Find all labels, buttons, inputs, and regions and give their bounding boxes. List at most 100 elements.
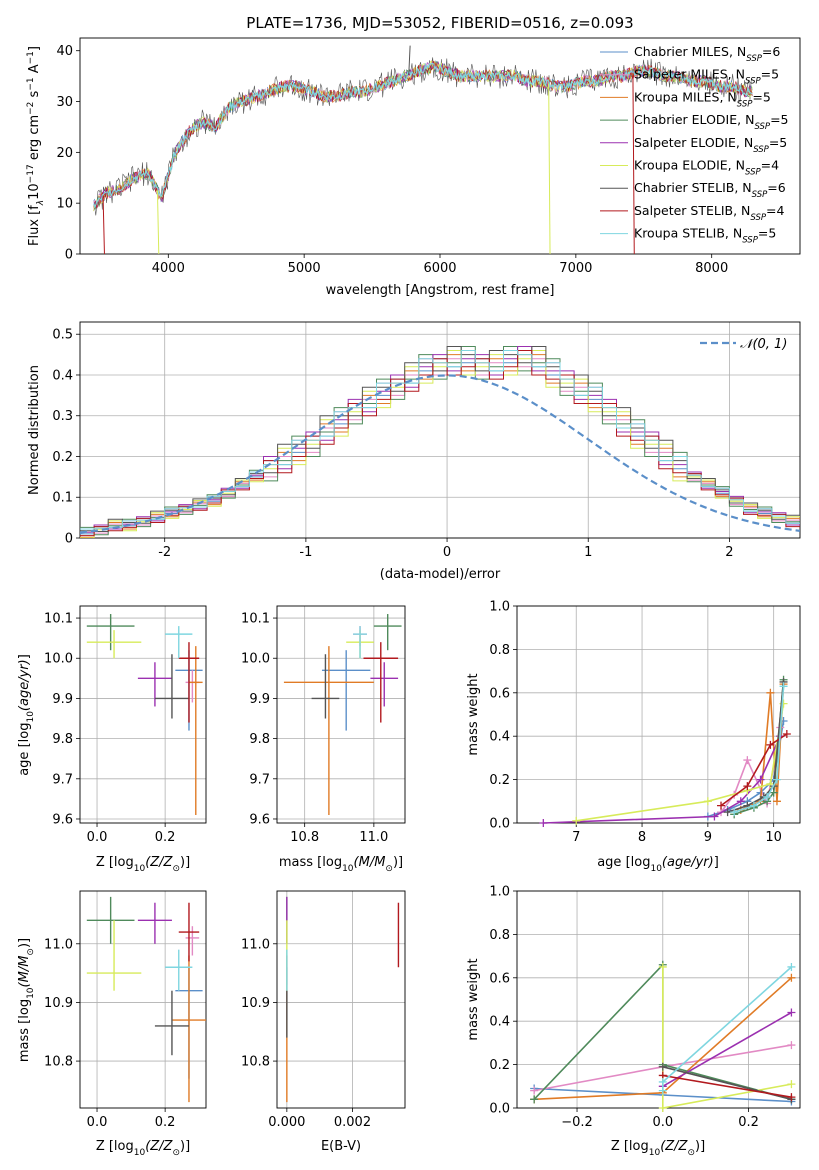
x-axis-label-part: mass [log <box>279 855 342 870</box>
legend-nssp-sub: SSP <box>750 213 766 223</box>
x-axis-label-part: )] <box>695 1139 705 1154</box>
x-axis-label-sub: 10 <box>650 864 662 874</box>
y-tick-label: 11.0 <box>241 937 270 952</box>
y-tick-label: 9.6 <box>52 812 73 827</box>
y-tick-label: 10.8 <box>241 1055 270 1070</box>
y-tick-label: 0.6 <box>489 971 510 986</box>
y-axis-label-part: age [log <box>17 723 32 776</box>
legend-name: Salpeter ELODIE <box>634 135 736 150</box>
x-tick-label: 5000 <box>288 261 321 276</box>
legend-nssp-eq: = <box>761 158 771 173</box>
legend-nssp-eq: = <box>758 226 768 241</box>
legend-nssp-value: 5 <box>771 67 779 82</box>
legend-name: Chabrier STELIB <box>634 180 734 195</box>
legend-nssp-eq: = <box>769 135 779 150</box>
y-tick-label: 0.4 <box>52 368 73 383</box>
legend-nssp-value: 5 <box>763 89 771 104</box>
y-axis-label-part: A <box>27 64 42 77</box>
y-tick-label: 9.8 <box>52 732 73 747</box>
y-tick-label: 0.8 <box>489 928 510 943</box>
legend-nssp-eq: = <box>770 112 780 127</box>
legend-nssp-eq: = <box>766 203 776 218</box>
x-axis-label-part: (Z/Z <box>145 855 173 870</box>
legend-nssp-sub: SSP <box>746 54 762 64</box>
y-tick-label: 9.9 <box>52 692 73 707</box>
legend-name: Kroupa ELODIE <box>634 158 728 173</box>
x-axis-label-part: )] <box>393 855 403 870</box>
y-tick-label: 10.0 <box>241 652 270 667</box>
x-tick-label: 0.002 <box>334 1115 371 1130</box>
legend-nssp-value: 5 <box>768 226 776 241</box>
y-tick-label: 0 <box>65 248 73 263</box>
x-axis-label: wavelength [Angstrom, rest frame] <box>326 283 555 298</box>
y-axis-label-part: −17 <box>26 164 36 183</box>
y-axis-label-part: erg cm <box>27 115 42 164</box>
legend-nssp-eq: = <box>761 67 771 82</box>
solar-symbol: ⊙ <box>172 864 180 874</box>
y-tick-label: 0.2 <box>52 450 73 465</box>
y-tick-label: 0 <box>65 532 73 547</box>
y-axis-label-part: (age/yr) <box>17 659 32 711</box>
x-tick-label: 0.2 <box>155 830 176 845</box>
y-tick-label: 10.8 <box>44 1055 73 1070</box>
x-tick-label: 7 <box>572 830 580 845</box>
y-tick-label: 0.1 <box>52 491 73 506</box>
legend-nssp-prefix: , N <box>728 158 745 173</box>
y-axis-label-sub: 10 <box>26 711 36 723</box>
x-axis-label-part: 10 <box>649 1148 661 1158</box>
x-tick-label: 4000 <box>152 261 185 276</box>
y-tick-label: 10 <box>56 197 73 212</box>
y-tick-label: 0.4 <box>489 730 510 745</box>
y-axis-label-part: −1 <box>26 51 36 64</box>
legend-nssp-prefix: , N <box>737 112 754 127</box>
legend-name: Salpeter MILES <box>634 67 728 82</box>
legend-nssp-sub: SSP <box>745 77 761 87</box>
x-axis-label-part: Z [log <box>96 855 134 870</box>
legend-nssp-sub: SSP <box>737 99 753 109</box>
y-axis-label-part: Flux [f <box>27 205 42 246</box>
y-tick-label: 0.2 <box>489 773 510 788</box>
y-tick-label: 0.2 <box>489 1058 510 1073</box>
figure-canvas: PLATE=1736, MJD=53052, FIBERID=0516, z=0… <box>0 0 819 1170</box>
legend-nssp-prefix: , N <box>725 226 742 241</box>
y-tick-label: 20 <box>56 146 73 161</box>
y-tick-label: 0.4 <box>489 1015 510 1030</box>
legend-nssp-sub: SSP <box>742 236 758 246</box>
y-tick-label: 10.9 <box>241 996 270 1011</box>
y-axis-label: Normed distribution <box>27 365 42 495</box>
legend-nssp-value: 4 <box>777 203 785 218</box>
y-axis-label-part: mass [log <box>17 999 32 1062</box>
y-tick-label: 30 <box>56 95 73 110</box>
x-axis-label-part: (Z/Z <box>660 1139 688 1154</box>
legend-name: Chabrier MILES <box>634 44 729 59</box>
legend-name: Kroupa STELIB <box>634 226 725 241</box>
legend-nssp-prefix: , N <box>729 44 746 59</box>
x-tick-label: −0.2 <box>561 1115 593 1130</box>
y-tick-label: 10.1 <box>44 612 73 627</box>
y-axis-label-part: ] <box>17 654 32 659</box>
y-tick-label: 9.8 <box>249 732 270 747</box>
y-tick-label: 0.8 <box>489 643 510 658</box>
x-axis-label-part: Z [log <box>96 1139 134 1154</box>
x-axis-label: (data-model)/error <box>380 567 501 582</box>
y-tick-label: 1.0 <box>489 885 510 900</box>
y-axis-label-sub: 10 <box>26 987 36 999</box>
legend-nssp-sub: SSP <box>745 168 761 178</box>
legend-nssp-sub: SSP <box>752 190 768 200</box>
x-axis-label-part: (M/M <box>354 855 386 870</box>
solar-symbol: ⊙ <box>385 864 393 874</box>
legend-nssp-prefix: , N <box>736 135 753 150</box>
x-tick-label: 0.2 <box>738 1115 759 1130</box>
y-axis-label-part: −2 <box>26 102 36 115</box>
x-tick-label: 1 <box>584 545 592 560</box>
y-axis-label: mass weight <box>466 673 481 755</box>
solar-symbol: ⊙ <box>172 1148 180 1158</box>
y-tick-label: 9.7 <box>52 772 73 787</box>
y-tick-label: 11.0 <box>44 937 73 952</box>
y-axis-label-part: 10 <box>27 183 42 200</box>
y-tick-label: 40 <box>56 44 73 59</box>
legend-nssp-value: 5 <box>779 135 787 150</box>
x-tick-label: 8000 <box>695 261 728 276</box>
legend-nssp-prefix: , N <box>719 89 736 104</box>
legend-name: Salpeter STELIB <box>634 203 733 218</box>
